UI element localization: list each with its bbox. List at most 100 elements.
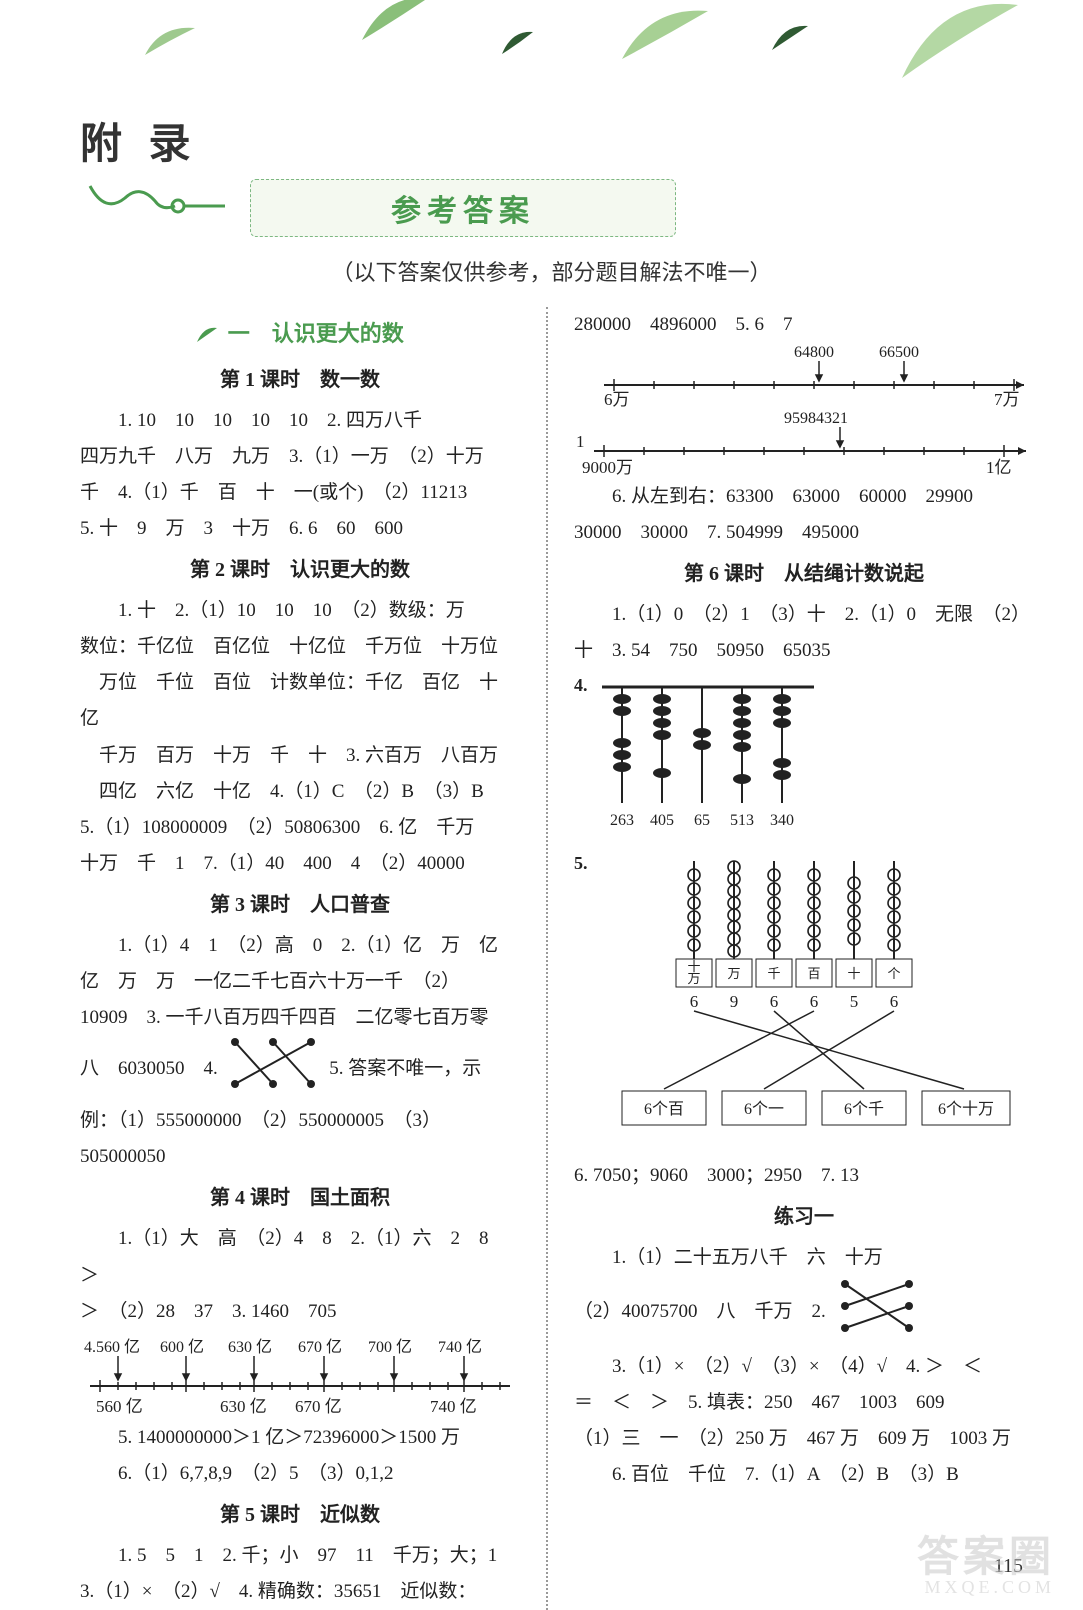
- leaf-icon: [500, 28, 535, 56]
- number-line-5a: 6480066500 6万 7万: [574, 343, 1034, 409]
- svg-text:405: 405: [650, 812, 674, 829]
- svg-text:740 亿: 740 亿: [430, 1397, 477, 1416]
- answer-line: 千 4.（1）千 百 十 一(或个) （2）11213: [80, 475, 516, 511]
- svg-text:5: 5: [850, 992, 859, 1011]
- svg-text:7万: 7万: [994, 390, 1020, 409]
- svg-text:670 亿: 670 亿: [295, 1397, 342, 1416]
- lesson-title: 第 5 课时 近似数: [80, 1496, 520, 1534]
- title-row: 参考答案: [80, 179, 1023, 237]
- answer-line: 1. 5 5 1 2. 千；小 97 11 千万；大；1: [80, 1538, 516, 1574]
- abacus-4: 4.: [574, 673, 1034, 846]
- answer-banner: 参考答案: [250, 179, 676, 237]
- svg-text:个: 个: [887, 966, 900, 981]
- svg-text:6个十万: 6个十万: [938, 1100, 994, 1118]
- unit-title-text: 一 认识更大的数: [228, 321, 404, 346]
- svg-text:6: 6: [810, 992, 819, 1011]
- answer-line: 5.（1）108000009 （2）50806300 6. 亿 千万: [80, 810, 516, 846]
- svg-text:1亿: 1亿: [986, 458, 1012, 477]
- answer-line: 1.（1）0 （2）1 （3）十 2.（1）0 无限 （2）: [574, 597, 1030, 633]
- answer-line: 1.（1）二十五万八千 六 十万: [574, 1240, 1030, 1276]
- svg-text:6个一: 6个一: [744, 1100, 784, 1118]
- answer-line: 例：（1）555000000 （2）550000005 （3）505000050: [80, 1103, 516, 1175]
- svg-text:5.: 5.: [574, 853, 588, 873]
- answer-line: （2）40075700 八 千万 2.: [574, 1276, 1030, 1349]
- svg-text:9000万: 9000万: [582, 458, 633, 477]
- answer-line: 千万 百万 十万 千 十 3. 六百万 八百万: [80, 738, 516, 774]
- answer-line: 1. 十 2.（1）10 10 10 （2）数级：万: [80, 593, 516, 629]
- page-content: 附 录 参考答案 （以下答案仅供参考，部分题目解法不唯一） 一 认识更大的数 第…: [80, 110, 1023, 1560]
- nl-label: 4.560 亿: [84, 1338, 140, 1356]
- svg-text:1: 1: [576, 432, 585, 451]
- answer-line: 十万 千 1 7.（1）40 400 4 （2）40000: [80, 846, 516, 882]
- answer-line: 万位 千位 百位 计数单位：千亿 百亿 十亿: [80, 665, 516, 737]
- answer-line: 3.（1）× （2）√ （3）× （4）√ 4. ＞ ＜: [574, 1349, 1030, 1385]
- left-column: 一 认识更大的数 第 1 课时 数一数 1. 10 10 10 10 10 2.…: [80, 307, 520, 1610]
- svg-text:263: 263: [610, 812, 634, 829]
- lesson-title: 第 6 课时 从结绳计数说起: [574, 555, 1034, 593]
- svg-text:340: 340: [770, 812, 794, 829]
- answer-line: 6. 百位 千位 7.（1）A （2）B （3）B: [574, 1457, 1030, 1493]
- matching-diagram-icon: [229, 1036, 319, 1103]
- svg-text:6个百: 6个百: [644, 1100, 684, 1118]
- answer-line: 四万九千 八万 九万 3.（1）一万 （2）十万: [80, 439, 516, 475]
- leaf-icon: [620, 6, 710, 61]
- svg-text:630 亿: 630 亿: [220, 1397, 267, 1416]
- answer-line: 3.（1）× （2）√ 4. 精确数：35651 近似数：: [80, 1574, 516, 1610]
- svg-text:千: 千: [767, 966, 780, 981]
- svg-text:513: 513: [730, 812, 754, 829]
- leaf-icon: [900, 0, 1020, 80]
- lesson-title: 第 2 课时 认识更大的数: [80, 551, 520, 589]
- answer-line: 十 3. 54 750 50950 65035: [574, 633, 1030, 669]
- answer-line: 八 6030050 4. 5. 答案不唯一，示: [80, 1036, 516, 1103]
- svg-text:十: 十: [847, 966, 860, 981]
- number-line-5b: 95984321 1 9000万 1亿: [574, 409, 1034, 479]
- answer-line: 亿 万 万 一亿二千七百六十万一千 （2）: [80, 964, 516, 1000]
- svg-text:9: 9: [730, 992, 739, 1011]
- leaf-icon: [140, 20, 200, 60]
- squiggle-icon: [80, 176, 230, 231]
- answer-line: ＝ ＜ ＞ 5. 填表：250 467 1003 609: [574, 1385, 1030, 1421]
- answer-line: 1.（1）大 高 （2）4 8 2.（1）六 2 8 ＞: [80, 1221, 516, 1293]
- answer-text: 5. 答案不唯一，示: [329, 1058, 481, 1079]
- number-line-4: 4.560 亿 600 亿 630 亿 670 亿 700 亿 740 亿: [80, 1338, 520, 1416]
- svg-text:64800: 64800: [794, 344, 834, 361]
- answer-line: 10909 3. 一千八百万四千四百 二亿零七百万零: [80, 1000, 516, 1036]
- appendix-heading: 附 录: [80, 110, 1023, 171]
- svg-text:6个千: 6个千: [844, 1100, 884, 1118]
- lesson-title: 练习一: [574, 1198, 1034, 1236]
- svg-text:65: 65: [694, 812, 710, 829]
- answer-line: 1. 10 10 10 10 10 2. 四万八千: [80, 403, 516, 439]
- answer-line: 6. 7050；9060 3000；2950 7. 13: [574, 1158, 1030, 1194]
- svg-text:740 亿: 740 亿: [438, 1338, 482, 1356]
- top-decoration: [0, 0, 1083, 90]
- answer-text: 八 6030050 4.: [80, 1058, 218, 1079]
- matching-diagram-icon: [837, 1276, 917, 1349]
- svg-text:630 亿: 630 亿: [228, 1338, 272, 1356]
- svg-text:4.: 4.: [574, 675, 588, 695]
- svg-text:700 亿: 700 亿: [368, 1338, 412, 1356]
- svg-text:万: 万: [727, 966, 740, 981]
- answer-line: 30000 30000 7. 504999 495000: [574, 515, 1030, 551]
- abacus-5: 5.: [574, 851, 1034, 1154]
- svg-text:560 亿: 560 亿: [96, 1397, 143, 1416]
- svg-text:600 亿: 600 亿: [160, 1338, 204, 1356]
- svg-text:6: 6: [890, 992, 899, 1011]
- column-divider: [546, 307, 548, 1610]
- svg-text:95984321: 95984321: [784, 410, 848, 427]
- answer-line: （1）三 一 （2）250 万 467 万 609 万 1003 万: [574, 1421, 1030, 1457]
- svg-text:6: 6: [770, 992, 779, 1011]
- unit-title: 一 认识更大的数: [80, 313, 520, 355]
- lesson-title: 第 1 课时 数一数: [80, 361, 520, 399]
- subtitle: （以下答案仅供参考，部分题目解法不唯一）: [80, 255, 1023, 287]
- answer-line: 5. 十 9 万 3 十万 6. 6 60 600: [80, 511, 516, 547]
- right-column: 280000 4896000 5. 6 7 6480066500: [574, 307, 1034, 1610]
- lesson-title: 第 4 课时 国土面积: [80, 1179, 520, 1217]
- leaf-bullet-icon: [196, 315, 218, 357]
- answer-text: （2）40075700 八 千万 2.: [574, 1301, 826, 1322]
- two-columns: 一 认识更大的数 第 1 课时 数一数 1. 10 10 10 10 10 2.…: [80, 307, 1023, 1610]
- answer-line: 1.（1）4 1 （2）高 0 2.（1）亿 万 亿: [80, 928, 516, 964]
- answer-line: 6.（1）6,7,8,9 （2）5 （3）0,1,2: [80, 1456, 516, 1492]
- lesson-title: 第 3 课时 人口普查: [80, 886, 520, 924]
- answer-line: ＞ （2）28 37 3. 1460 705: [80, 1294, 516, 1330]
- svg-text:百: 百: [807, 966, 820, 981]
